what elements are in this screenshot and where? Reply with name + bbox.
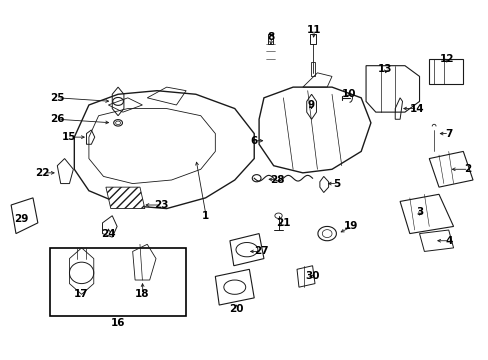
Text: 1: 1: [202, 211, 209, 221]
Text: 26: 26: [50, 114, 64, 124]
Text: 4: 4: [444, 236, 451, 246]
Text: 24: 24: [101, 229, 116, 239]
FancyBboxPatch shape: [50, 248, 186, 316]
Text: 28: 28: [270, 175, 284, 185]
Text: 29: 29: [15, 214, 29, 224]
Text: 16: 16: [111, 318, 125, 328]
Polygon shape: [106, 187, 144, 208]
Text: 17: 17: [74, 289, 89, 299]
Text: 15: 15: [62, 132, 77, 142]
Text: 13: 13: [378, 64, 392, 74]
Text: 3: 3: [415, 207, 422, 217]
Text: 11: 11: [306, 25, 321, 35]
Text: 14: 14: [409, 104, 424, 113]
Text: 5: 5: [333, 179, 340, 189]
Text: 18: 18: [135, 289, 149, 299]
Text: 7: 7: [444, 129, 451, 139]
Text: 23: 23: [154, 200, 169, 210]
Text: 27: 27: [254, 247, 268, 256]
Text: 19: 19: [344, 221, 358, 231]
Text: 20: 20: [228, 303, 243, 314]
Text: 30: 30: [305, 271, 319, 282]
Text: 9: 9: [307, 100, 314, 110]
Text: 8: 8: [267, 32, 274, 42]
Text: 2: 2: [464, 164, 471, 174]
Text: 10: 10: [341, 89, 356, 99]
Text: 12: 12: [439, 54, 453, 64]
Text: 6: 6: [250, 136, 257, 146]
Text: 25: 25: [50, 93, 64, 103]
Text: 21: 21: [276, 218, 290, 228]
Text: 22: 22: [36, 168, 50, 178]
